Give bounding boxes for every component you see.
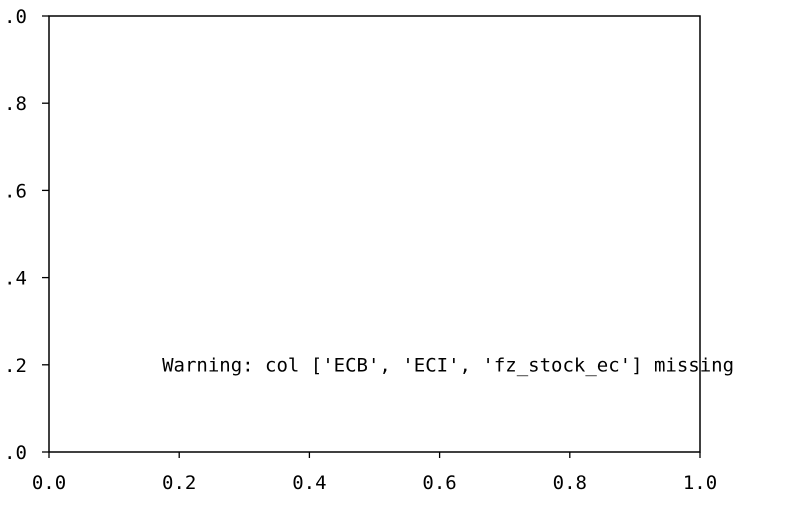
y-axis: .0 .2 .4 .6 .8 .0 xyxy=(4,6,49,464)
x-tick-label: 0.0 xyxy=(32,472,66,494)
y-tick-label: .0 xyxy=(4,6,27,28)
x-tick-label: 1.0 xyxy=(683,472,717,494)
axes-frame xyxy=(48,15,701,453)
annotation-layer: Warning: col ['ECB', 'ECI', 'fz_stock_ec… xyxy=(162,354,734,376)
y-tick-label: .6 xyxy=(4,180,27,202)
x-tick-label: 0.4 xyxy=(292,472,326,494)
warning-annotation: Warning: col ['ECB', 'ECI', 'fz_stock_ec… xyxy=(162,354,734,376)
y-tick-label: .0 xyxy=(4,442,27,464)
y-tick-label: .8 xyxy=(4,93,27,115)
y-tick-label: .2 xyxy=(4,355,27,377)
x-tick-label: 0.8 xyxy=(553,472,587,494)
x-tick-label: 0.6 xyxy=(422,472,456,494)
x-axis: 0.0 0.2 0.4 0.6 0.8 1.0 xyxy=(32,452,717,494)
y-tick-label: .4 xyxy=(4,268,27,290)
x-tick-label: 0.2 xyxy=(162,472,196,494)
